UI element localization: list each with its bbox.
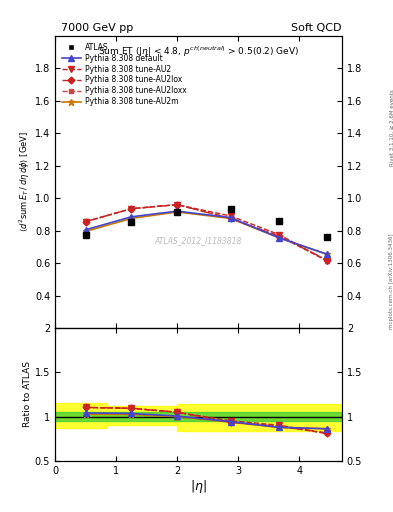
Text: Sum ET ($|\eta|$ < 4.8, $p^{ch(neutral)}$ > 0.5(0.2) GeV): Sum ET ($|\eta|$ < 4.8, $p^{ch(neutral)}… [98, 45, 299, 59]
Text: Soft QCD: Soft QCD [291, 23, 341, 33]
Y-axis label: Ratio to ATLAS: Ratio to ATLAS [23, 361, 32, 428]
Text: ATLAS_2012_I1183818: ATLAS_2012_I1183818 [155, 236, 242, 245]
X-axis label: $|\eta|$: $|\eta|$ [190, 478, 207, 496]
Text: 7000 GeV pp: 7000 GeV pp [61, 23, 133, 33]
Text: Rivet 3.1.10, ≥ 2.6M events: Rivet 3.1.10, ≥ 2.6M events [389, 90, 393, 166]
Text: mcplots.cern.ch [arXiv:1306.3436]: mcplots.cern.ch [arXiv:1306.3436] [389, 234, 393, 329]
Y-axis label: $\langle d^2\mathrm{sum}\,E_T\,/\,d\eta\,d\phi \rangle$ [GeV]: $\langle d^2\mathrm{sum}\,E_T\,/\,d\eta\… [18, 132, 32, 232]
Legend: ATLAS, Pythia 8.308 default, Pythia 8.308 tune-AU2, Pythia 8.308 tune-AU2lox, Py: ATLAS, Pythia 8.308 default, Pythia 8.30… [59, 39, 189, 110]
